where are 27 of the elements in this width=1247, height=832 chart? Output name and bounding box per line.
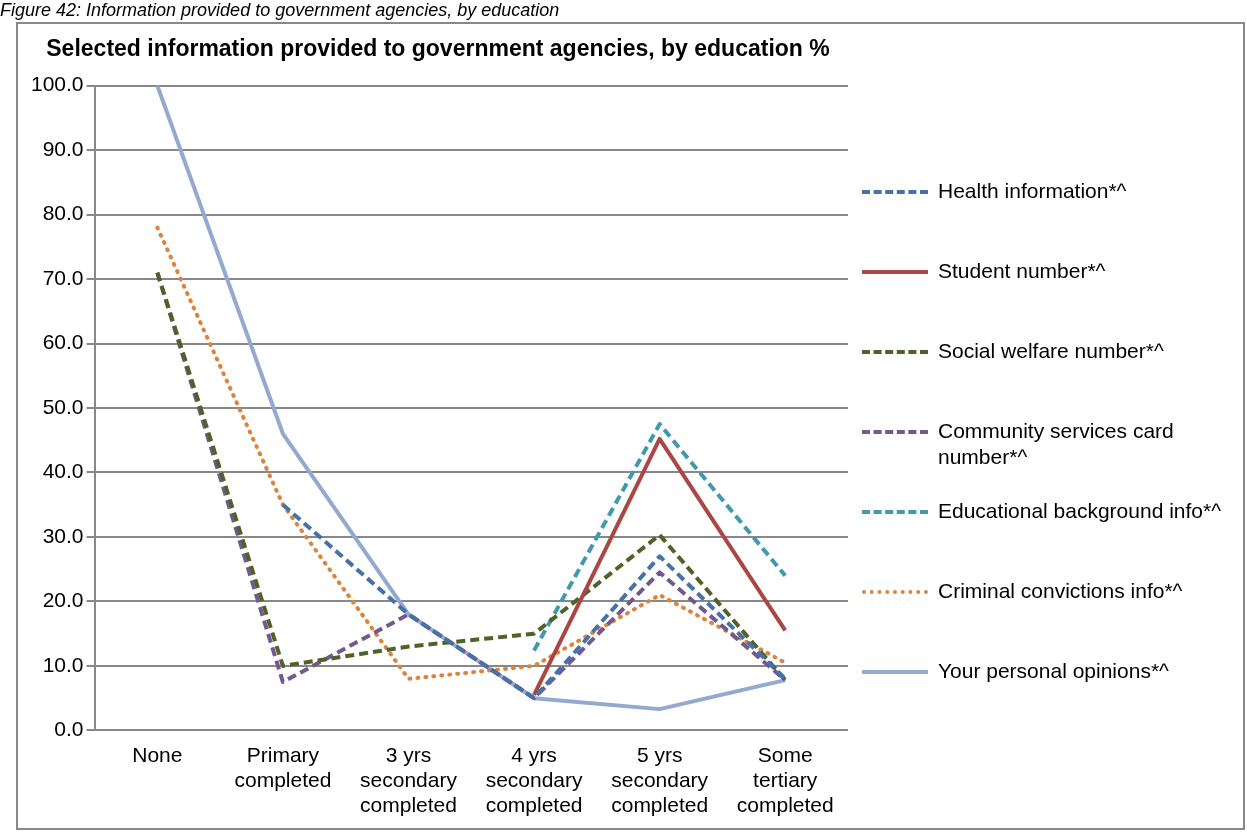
legend-label: Health information*^: [938, 178, 1128, 204]
y-tick-label: 80.0: [42, 201, 84, 225]
y-tick-label: 40.0: [42, 459, 84, 483]
y-tick-label: 10.0: [42, 652, 84, 676]
x-tick-label: None: [132, 742, 183, 766]
x-tick-label: Some tertiary completed: [736, 742, 834, 817]
legend-label: Social welfare number*^: [938, 338, 1165, 364]
y-tick-label: 50.0: [42, 394, 84, 418]
x-tick-label: 3 yrs secondary completed: [360, 742, 458, 817]
legend-label: Educational background info*^: [938, 498, 1223, 524]
legend-label: Your personal opinions*^: [938, 658, 1170, 684]
y-tick-label: 30.0: [42, 523, 84, 547]
y-tick-label: 20.0: [42, 588, 84, 612]
chart-title: Selected information provided to government agencies, by education %: [46, 35, 830, 62]
legend-label: Community services card number*^: [938, 418, 1175, 470]
line-series: [280, 502, 788, 701]
x-tick-label: 5 yrs secondary completed: [611, 742, 709, 817]
y-tick-label: 0.0: [54, 717, 84, 741]
legend-label: Student number*^: [938, 258, 1107, 284]
legend-label: Criminal convictions info*^: [938, 578, 1184, 604]
y-tick-label: 70.0: [42, 265, 84, 289]
y-tick-label: 100.0: [30, 72, 84, 96]
y-tick-label: 90.0: [42, 136, 84, 160]
x-tick-label: 4 yrs secondary completed: [485, 742, 584, 817]
y-tick-label: 60.0: [42, 330, 84, 354]
x-tick-label: Primary completed: [234, 742, 332, 791]
caption: Figure 42: Information provided to government agencies, by education: [0, 0, 560, 20]
